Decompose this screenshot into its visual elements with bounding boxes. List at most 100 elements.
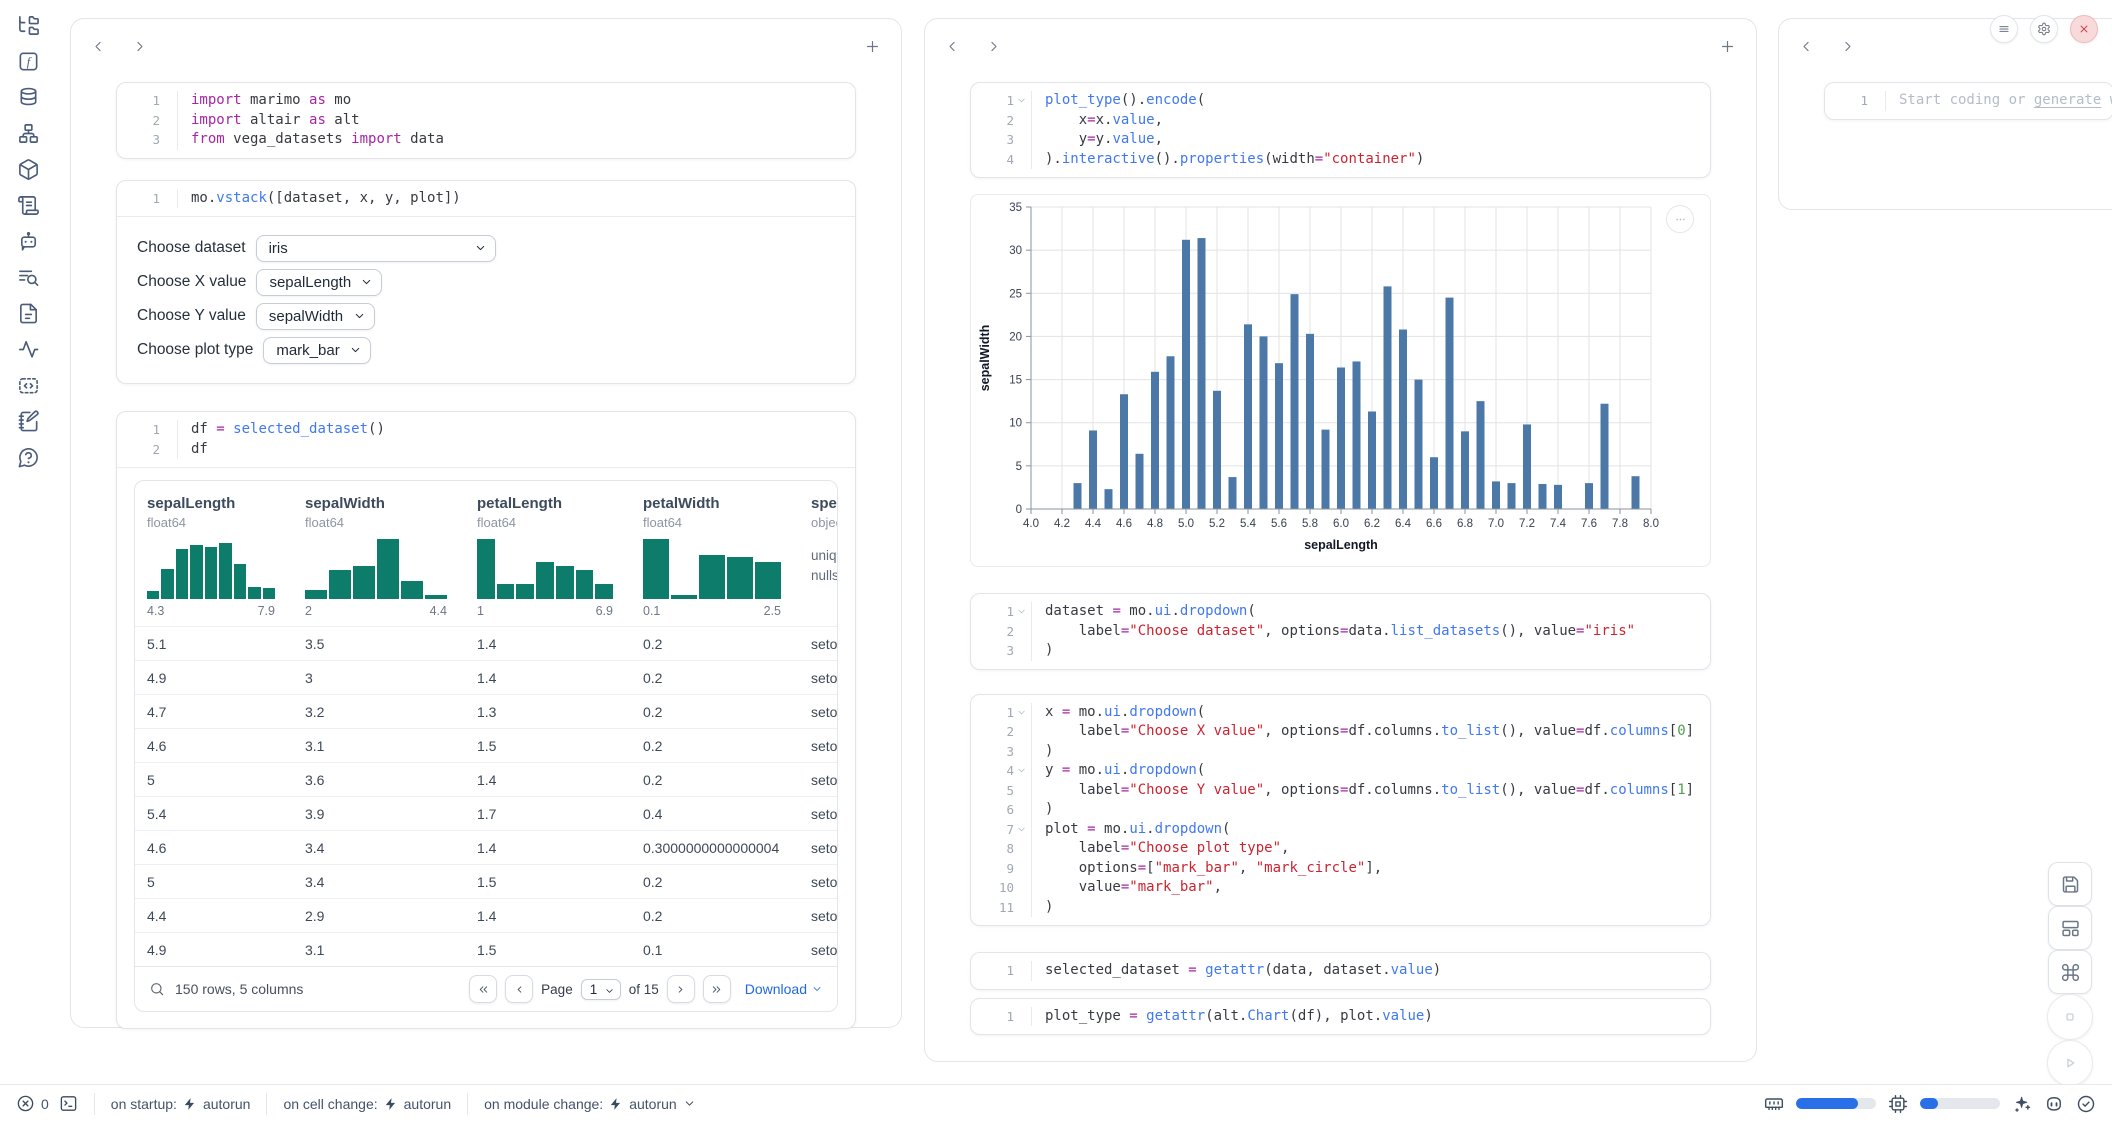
table-row[interactable]: 4.73.21.30.2setosa bbox=[135, 694, 837, 728]
column-header-sepalLength[interactable]: sepalLengthfloat644.37.9 bbox=[135, 481, 293, 626]
table-cell: 5 bbox=[135, 772, 293, 788]
documentation-icon[interactable] bbox=[17, 302, 40, 325]
table-row[interactable]: 4.63.41.40.3000000000000004setosa bbox=[135, 830, 837, 864]
search-icon[interactable] bbox=[149, 981, 165, 997]
fold-chevron-icon[interactable] bbox=[1016, 606, 1027, 617]
stop-kernel-button[interactable] bbox=[2047, 994, 2093, 1040]
column-move-left-icon[interactable] bbox=[945, 39, 960, 54]
x-value-select[interactable]: sepalLength bbox=[256, 269, 382, 296]
column-move-right-icon[interactable] bbox=[986, 39, 1001, 54]
code-placeholder[interactable]: Start coding or generate with AI bbox=[1886, 91, 2112, 111]
column-move-left-icon[interactable] bbox=[1799, 39, 1814, 54]
table-row[interactable]: 5.43.91.70.4setosa bbox=[135, 796, 837, 830]
divider bbox=[266, 1093, 267, 1115]
code-cell[interactable]: 1plot_type().encode(2 x=x.value,3 y=y.va… bbox=[970, 82, 1711, 178]
line-number: 3 bbox=[1006, 641, 1014, 661]
errors-indicator[interactable]: 0 bbox=[16, 1094, 49, 1113]
layout-toggle-button[interactable] bbox=[2048, 906, 2092, 950]
svg-text:f: f bbox=[26, 55, 31, 69]
column-header-petalWidth[interactable]: petalWidthfloat640.12.5 bbox=[631, 481, 799, 626]
column-header-sepalWidth[interactable]: sepalWidthfloat6424.4 bbox=[293, 481, 465, 626]
line-number: 7 bbox=[1006, 820, 1014, 840]
code-cell[interactable]: 1import marimo as mo2import altair as al… bbox=[116, 82, 856, 159]
tracing-icon[interactable] bbox=[17, 266, 40, 289]
logs-icon[interactable] bbox=[17, 194, 40, 217]
fold-chevron-icon[interactable] bbox=[1016, 824, 1027, 835]
empty-code-cell[interactable]: 1Start coding or generate with AI bbox=[1824, 82, 2112, 120]
notebook-column-2: 1plot_type().encode(2 x=x.value,3 y=y.va… bbox=[924, 18, 1757, 1062]
table-row[interactable]: 4.42.91.40.2setosa bbox=[135, 898, 837, 932]
code-line: 5 label="Choose Y value", options=df.col… bbox=[979, 781, 1696, 801]
functions-icon[interactable]: f bbox=[17, 50, 40, 73]
on-startup-setting[interactable]: on startup: autorun bbox=[111, 1096, 251, 1112]
table-row[interactable]: 4.931.40.2setosa bbox=[135, 660, 837, 694]
code-line: 1plot_type().encode( bbox=[979, 91, 1696, 111]
settings-button[interactable] bbox=[2030, 15, 2058, 43]
download-button[interactable]: Download bbox=[745, 981, 823, 997]
last-page-button[interactable] bbox=[703, 975, 731, 1003]
code-text: label="Choose plot type", bbox=[1032, 839, 1289, 859]
on-cell-change-setting[interactable]: on cell change: autorun bbox=[283, 1096, 451, 1112]
copilot-icon[interactable] bbox=[2044, 1094, 2064, 1114]
next-page-button[interactable] bbox=[667, 975, 695, 1003]
snippets-icon[interactable] bbox=[17, 374, 40, 397]
column-dtype: object bbox=[811, 515, 838, 530]
fold-chevron-icon[interactable] bbox=[1016, 765, 1027, 776]
sepal-bar-chart[interactable]: 4.04.24.44.64.85.05.25.45.65.86.06.26.46… bbox=[971, 195, 1709, 566]
help-icon[interactable] bbox=[17, 446, 40, 469]
table-cell: 4.6 bbox=[135, 738, 293, 754]
table-row[interactable]: 5.13.51.40.2setosa bbox=[135, 626, 837, 660]
control-row: Choose Y valuesepalWidth bbox=[137, 299, 835, 333]
command-palette-button[interactable] bbox=[2048, 950, 2092, 994]
plot-type-select[interactable]: mark_bar bbox=[263, 337, 371, 364]
terminal-icon[interactable] bbox=[59, 1094, 78, 1113]
close-button[interactable] bbox=[2070, 15, 2098, 43]
column-move-right-icon[interactable] bbox=[132, 39, 147, 54]
table-cell: setosa bbox=[799, 670, 838, 686]
add-column-button[interactable] bbox=[864, 38, 881, 55]
dependency-graph-icon[interactable] bbox=[17, 122, 40, 145]
chart-actions-button[interactable] bbox=[1666, 205, 1694, 233]
kernel-status-icon[interactable] bbox=[2076, 1094, 2096, 1114]
table-row[interactable]: 4.93.11.50.1setosa bbox=[135, 932, 837, 966]
column-move-right-icon[interactable] bbox=[1840, 39, 1855, 54]
datasources-icon[interactable] bbox=[17, 86, 40, 109]
save-notebook-button[interactable] bbox=[2048, 862, 2092, 906]
menu-button[interactable] bbox=[1990, 15, 2018, 43]
code-cell[interactable]: 1mo.vstack([dataset, x, y, plot])Choose … bbox=[116, 180, 856, 385]
code-cell[interactable]: 1df = selected_dataset()2dfsepalLengthfl… bbox=[116, 411, 856, 1029]
on-module-change-setting[interactable]: on module change: autorun bbox=[484, 1096, 696, 1112]
table-row[interactable]: 4.63.11.50.2setosa bbox=[135, 728, 837, 762]
fold-chevron-icon[interactable] bbox=[1016, 707, 1027, 718]
table-cell: 0.2 bbox=[631, 874, 799, 890]
generate-with-ai-link[interactable]: generate bbox=[2034, 92, 2101, 108]
code-cell[interactable]: 1dataset = mo.ui.dropdown(2 label="Choos… bbox=[970, 593, 1711, 670]
code-cell[interactable]: 1plot_type = getattr(alt.Chart(df), plot… bbox=[970, 998, 1711, 1036]
activity-icon[interactable] bbox=[17, 338, 40, 361]
table-cell: 0.3000000000000004 bbox=[631, 840, 799, 856]
table-row[interactable]: 53.41.50.2setosa bbox=[135, 864, 837, 898]
line-number: 3 bbox=[1006, 130, 1014, 150]
dataset-select[interactable]: iris bbox=[256, 235, 496, 262]
column-name: petalLength bbox=[477, 495, 613, 512]
first-page-button[interactable] bbox=[469, 975, 497, 1003]
table-row[interactable]: 53.61.40.2setosa bbox=[135, 762, 837, 796]
ai-chat-icon[interactable] bbox=[17, 230, 40, 253]
previous-page-button[interactable] bbox=[505, 975, 533, 1003]
scratchpad-icon[interactable] bbox=[17, 410, 40, 433]
run-all-button[interactable] bbox=[2047, 1040, 2093, 1086]
add-column-button[interactable] bbox=[1719, 38, 1736, 55]
column-header-petalLength[interactable]: petalLengthfloat6416.9 bbox=[465, 481, 631, 626]
svg-text:6.6: 6.6 bbox=[1426, 518, 1442, 530]
code-cell[interactable]: 1x = mo.ui.dropdown(2 label="Choose X va… bbox=[970, 694, 1711, 927]
page-select[interactable]: 1 bbox=[581, 979, 621, 1000]
ai-assist-icon[interactable] bbox=[2012, 1094, 2032, 1114]
column-header-species[interactable]: speciesobjectunique:nulls: bbox=[799, 481, 838, 626]
code-cell[interactable]: 1selected_dataset = getattr(data, datase… bbox=[970, 952, 1711, 990]
code-text: ) bbox=[1032, 641, 1053, 661]
packages-icon[interactable] bbox=[17, 158, 40, 181]
column-move-left-icon[interactable] bbox=[91, 39, 106, 54]
y-value-select[interactable]: sepalWidth bbox=[256, 303, 375, 330]
file-tree-icon[interactable] bbox=[17, 14, 40, 37]
fold-chevron-icon[interactable] bbox=[1016, 95, 1027, 106]
